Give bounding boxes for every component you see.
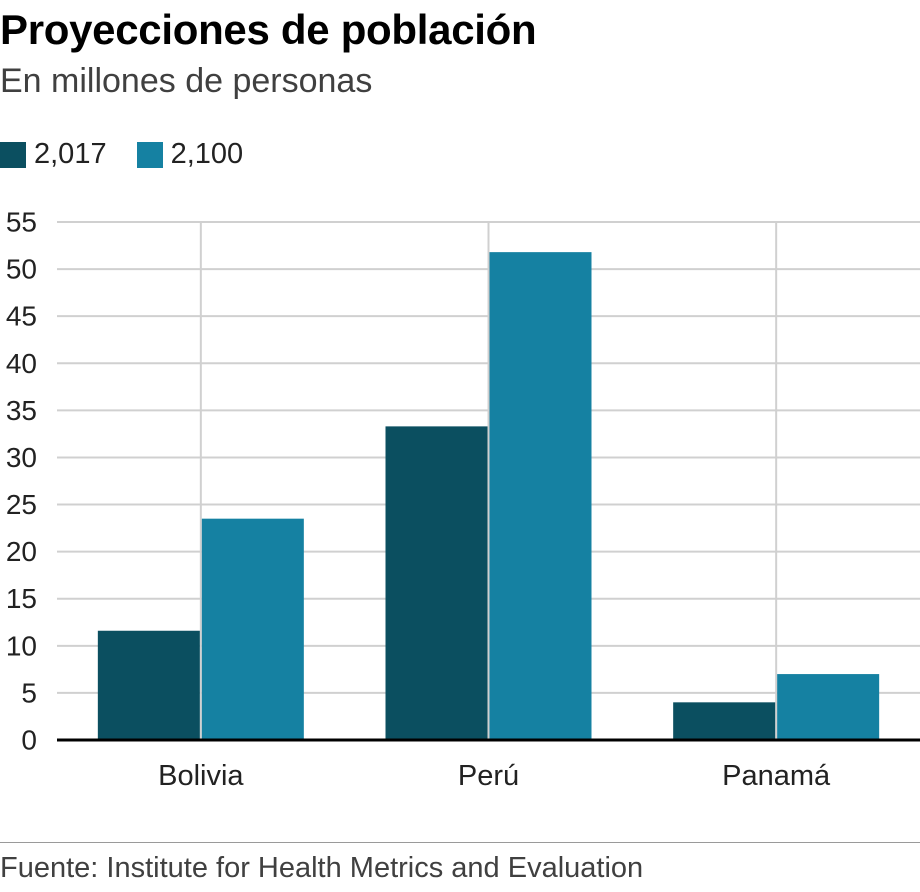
y-tick-label-45: 45 — [6, 301, 37, 332]
chart-title: Proyecciones de población — [0, 6, 537, 53]
y-tick-label-30: 30 — [6, 442, 37, 473]
legend: 2,017 2,100 — [0, 138, 273, 171]
legend-swatch-series-2 — [136, 141, 163, 168]
bar-chart: 0 5 10 15 20 25 30 35 40 45 50 55 Bolivia Perú Panamá — [6, 207, 920, 792]
x-tick-label-0: Bolivia — [158, 760, 244, 792]
legend-item-series-2: 2,100 — [136, 138, 244, 171]
bar-bolivia-series-1 — [97, 630, 200, 740]
footer-divider — [0, 842, 920, 843]
y-tick-label-25: 25 — [6, 489, 37, 520]
y-tick-label-35: 35 — [6, 395, 37, 426]
y-tick-label-50: 50 — [6, 254, 37, 285]
legend-label-series-2: 2,100 — [170, 138, 244, 170]
bar-bolivia-series-2 — [201, 518, 304, 740]
bar-panamá-series-2 — [777, 674, 880, 740]
y-tick-label-20: 20 — [6, 536, 37, 567]
legend-label-series-1: 2,017 — [34, 138, 107, 170]
legend-swatch-series-1 — [0, 141, 26, 168]
y-tick-label-0: 0 — [21, 725, 37, 756]
y-tick-label-15: 15 — [6, 583, 37, 614]
x-tick-label-1: Perú — [458, 760, 519, 792]
y-tick-label-40: 40 — [6, 348, 37, 379]
chart-subtitle: En millones de personas — [0, 62, 373, 100]
bar-panamá-series-1 — [673, 702, 776, 740]
y-tick-label-10: 10 — [6, 630, 37, 661]
legend-item-series-1: 2,017 — [0, 138, 107, 171]
x-tick-label-2: Panamá — [722, 760, 831, 792]
source-note: Fuente: Institute for Health Metrics and… — [0, 852, 644, 884]
y-tick-label-55: 55 — [6, 207, 37, 238]
bar-perú-series-1 — [385, 426, 488, 740]
y-tick-label-5: 5 — [21, 677, 37, 708]
bar-perú-series-2 — [489, 252, 592, 740]
